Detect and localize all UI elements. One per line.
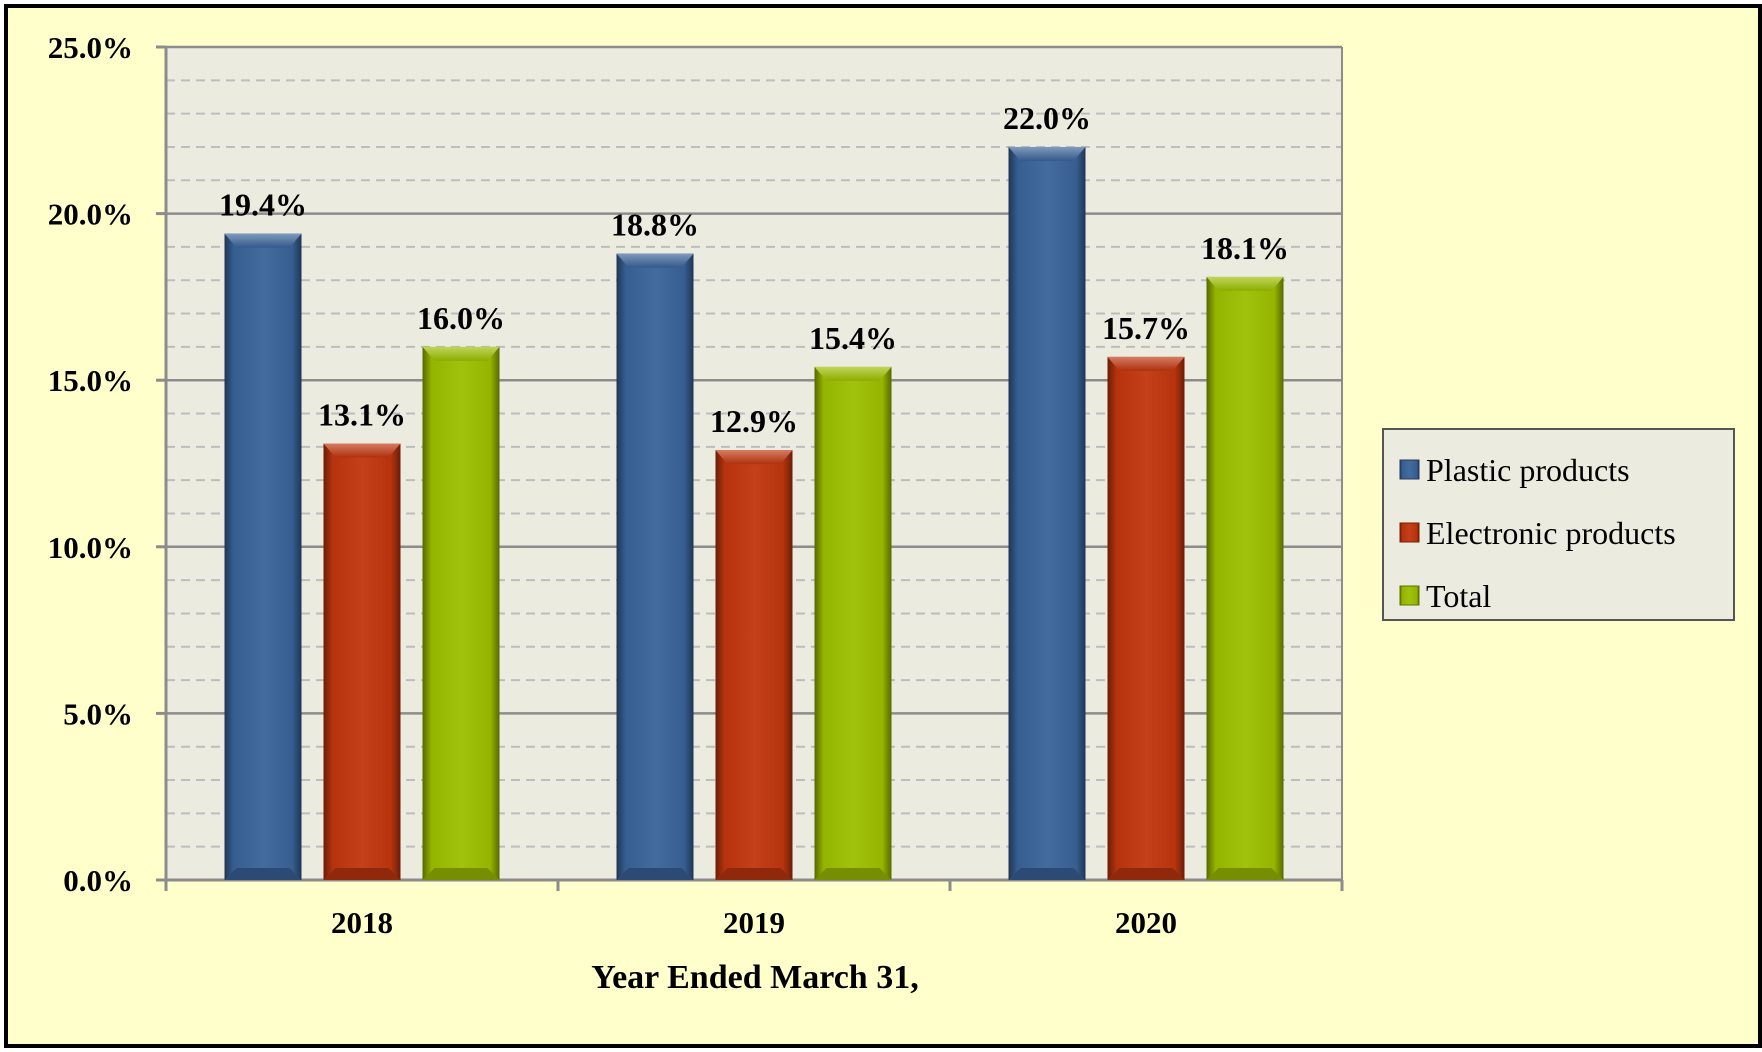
bar-total-2019 (814, 366, 892, 880)
data-label-plastic-products-2018: 19.4% (219, 187, 307, 223)
bar-total-2020 (1206, 276, 1284, 881)
bars (224, 146, 1284, 881)
legend-swatch-plastic-products (1399, 459, 1420, 480)
data-label-total-2019: 15.4% (809, 320, 897, 356)
bar-electronic-products-2018 (323, 443, 401, 880)
x-tick-label: 2020 (1115, 905, 1177, 940)
bar-electronic-products-2020 (1107, 356, 1185, 881)
legend-label-total: Total (1426, 578, 1491, 614)
bar-total-2018 (422, 346, 500, 880)
y-tick-label: 20.0% (48, 197, 133, 232)
data-label-electronic-products-2018: 13.1% (318, 397, 406, 433)
y-tick-label: 10.0% (48, 530, 133, 565)
data-labels: 19.4% 13.1% 16.0% 18.8% 12.9% 15.4% 22.0% 15.7%… (219, 100, 1289, 439)
data-label-plastic-products-2020: 22.0% (1003, 100, 1091, 136)
legend-label-electronic-products: Electronic products (1426, 515, 1676, 551)
legend-swatch-total (1399, 585, 1420, 606)
legend-box (1382, 428, 1735, 621)
axes: 0.0% 5.0% 10.0% 15.0% 20.0% 25.0% 2018 2019 2020 (48, 30, 1344, 940)
data-label-electronic-products-2019: 12.9% (710, 403, 798, 439)
bar-plastic-products-2019 (616, 253, 694, 881)
bar-plastic-products-2020 (1008, 146, 1086, 880)
y-tick-label: 25.0% (48, 30, 133, 65)
x-axis-title: Year Ended March 31, (591, 959, 918, 996)
legend-swatch-electronic-products (1399, 522, 1420, 543)
bar-plastic-products-2018 (224, 233, 302, 881)
y-tick-label: 0.0% (63, 863, 133, 898)
y-tick-label: 5.0% (63, 696, 133, 731)
x-tick-label: 2019 (723, 905, 785, 940)
legend-label-plastic-products: Plastic products (1426, 452, 1630, 488)
data-label-electronic-products-2020: 15.7% (1102, 310, 1190, 346)
data-label-plastic-products-2019: 18.8% (611, 207, 699, 243)
data-label-total-2020: 18.1% (1201, 230, 1289, 266)
bar-electronic-products-2019 (715, 450, 793, 880)
y-tick-label: 15.0% (48, 363, 133, 398)
legend: Plastic products Electronic products Total (1382, 428, 1735, 621)
x-tick-label: 2018 (331, 905, 393, 940)
data-label-total-2018: 16.0% (417, 300, 505, 336)
